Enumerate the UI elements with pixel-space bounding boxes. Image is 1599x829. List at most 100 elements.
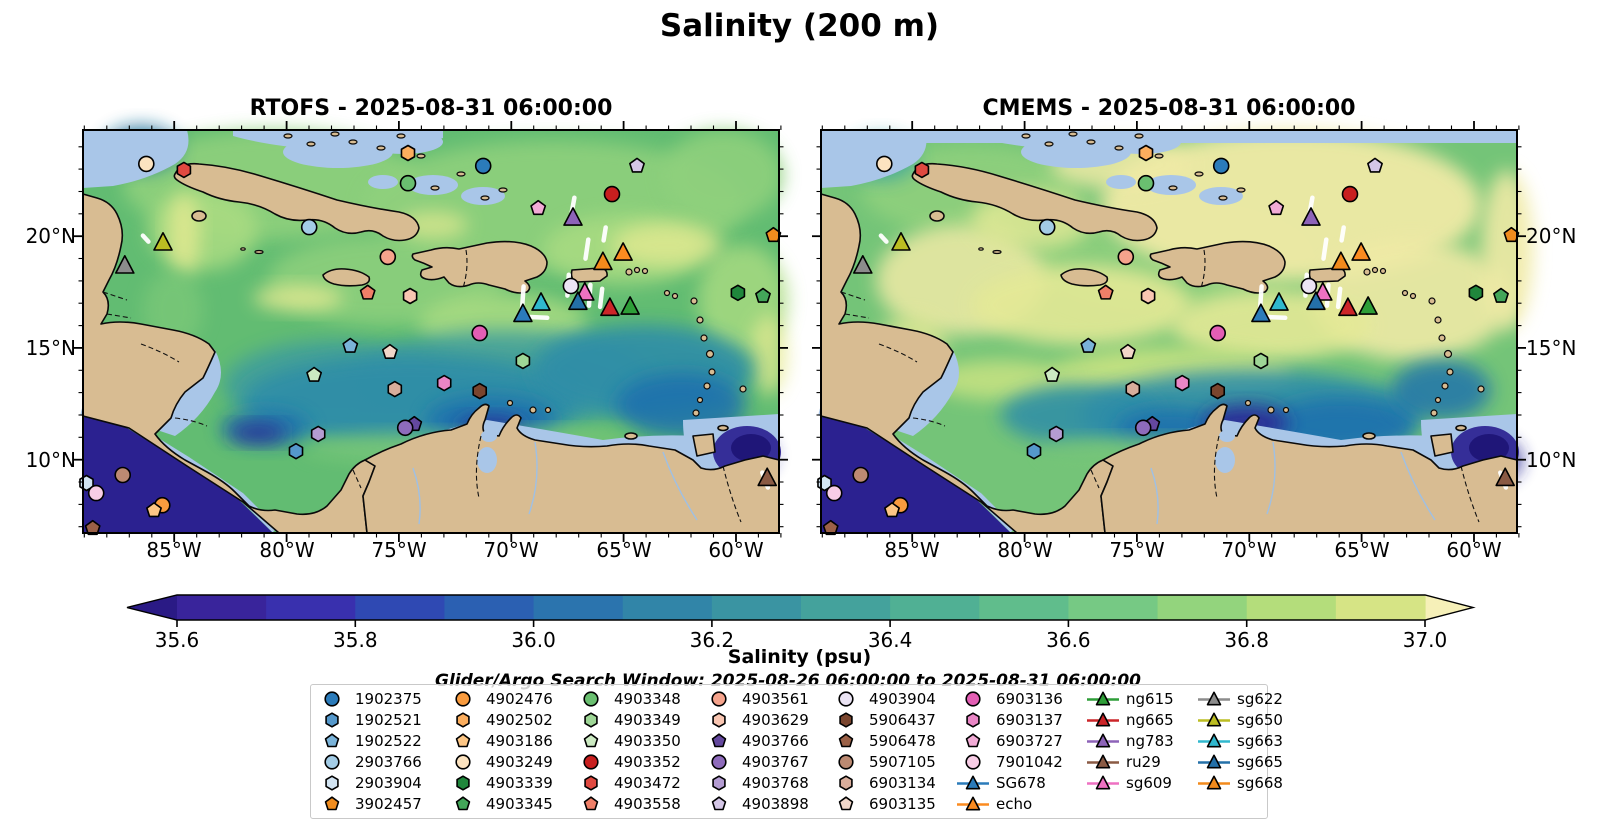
float-marker-4903249 [137, 155, 155, 173]
legend-entry-4903767: 4903767 [702, 751, 809, 772]
legend-label: 4903339 [486, 773, 553, 792]
legend-entry-4903339: 4903339 [446, 772, 553, 793]
legend-label: 4903348 [614, 689, 681, 708]
legend-entry-4903345: 4903345 [446, 793, 553, 814]
legend-entry-3902457: 3902457 [315, 793, 422, 814]
legend-column: sg622 sg650 sg663 sg665 sg668 [1197, 688, 1283, 793]
glider-marker-ng665 [600, 297, 620, 317]
legend-entry-ng783: ng783 [1086, 730, 1174, 751]
float-marker-6903135 [1119, 343, 1136, 359]
pentagon-legend-icon [965, 732, 981, 747]
glider-legend-icon [1087, 775, 1119, 789]
legend-column: ng615 ng665 ng783 ru29 sg609 [1086, 688, 1174, 793]
float-marker-4903629 [402, 287, 418, 305]
circle-legend-icon [838, 690, 854, 707]
circle-legend-icon [965, 753, 981, 770]
pentagon-legend-icon [583, 732, 599, 747]
legend-entry-2903766: 2903766 [315, 751, 422, 772]
lon-tick-label: 80°W [259, 538, 315, 562]
legend-entry-1902521: 1902521 [315, 709, 422, 730]
float-marker-4903345 [755, 287, 771, 303]
colorbar-tick-label: 35.8 [333, 628, 378, 652]
lat-tick-label: 20°N [25, 224, 76, 248]
colorbar-tick-label: 37.0 [1403, 628, 1448, 652]
lon-tick-label: 80°W [997, 538, 1053, 562]
hexagon-legend-icon [966, 711, 980, 728]
glider-legend-icon [1198, 712, 1230, 726]
panel-cmems-title: CMEMS - 2025-08-31 06:00:00 [982, 96, 1356, 121]
float-marker-4903558 [359, 284, 376, 300]
float-marker-4903339 [730, 284, 746, 302]
legend-label: sg650 [1237, 710, 1283, 729]
float-marker-1902522 [1080, 337, 1097, 353]
legend-entry-6903136: 6903136 [956, 688, 1063, 709]
pentagon-legend-icon [711, 732, 727, 747]
legend-label: 2903766 [355, 752, 422, 771]
float-marker-4903348 [1137, 174, 1155, 192]
glider-marker-echo [613, 242, 633, 261]
legend-label: 4903350 [614, 731, 681, 750]
float-marker-4903348 [399, 174, 417, 192]
legend-label: 4903345 [486, 794, 553, 813]
glider-marker-SG678 [513, 303, 533, 323]
circle-legend-icon [455, 753, 471, 770]
legend-column: 4902476 4902502 4903186 4903249 4903339 49033… [446, 688, 553, 814]
legend-label: 1902375 [355, 689, 422, 708]
glider-marker-ru29 [757, 467, 778, 487]
legend-label: 4902502 [486, 710, 553, 729]
map-canvas-rtofs [74, 121, 788, 542]
lon-tick-label: 85°W [884, 538, 940, 562]
float-marker-4903898 [629, 157, 645, 173]
legend-entry-4903472: 4903472 [574, 772, 681, 793]
float-marker-6903137 [436, 374, 452, 392]
float-marker-7901042 [87, 484, 105, 502]
legend-box: 1902375 1902521 1902522 2903766 2903904 39024… [310, 684, 1283, 819]
glider-legend-icon [1087, 733, 1119, 747]
lon-tick-label: 60°W [708, 538, 764, 562]
hexagon-legend-icon [456, 774, 470, 791]
lon-tick-label: 85°W [146, 538, 202, 562]
float-marker-5906437 [1210, 382, 1226, 400]
lat-tick-label: 15°N [25, 336, 76, 360]
glider-marker-sg668 [1331, 251, 1351, 271]
legend-entry-sg668: sg668 [1197, 772, 1283, 793]
float-marker-1902375 [474, 157, 492, 175]
figure-title: Salinity (200 m) [659, 8, 940, 44]
glider-marker-ng665 [1338, 297, 1358, 317]
legend-entry-5906478: 5906478 [829, 730, 936, 751]
legend-entry-4903249: 4903249 [446, 751, 553, 772]
float-marker-6903134 [387, 380, 403, 398]
legend-entry-4903766: 4903766 [702, 730, 809, 751]
float-marker-5906437 [472, 382, 488, 400]
legend-label: 4903898 [742, 794, 809, 813]
float-marker-4903350 [1044, 366, 1061, 382]
legend-entry-4903561: 4903561 [702, 688, 809, 709]
legend-entry-1902522: 1902522 [315, 730, 422, 751]
map-canvas-cmems [812, 121, 1533, 542]
glider-marker-SG678 [1251, 303, 1271, 323]
lat-tick-label: 15°N [1526, 336, 1577, 360]
pentagon-legend-icon [711, 795, 727, 810]
legend-label: sg665 [1237, 752, 1283, 771]
legend-label: ng665 [1126, 710, 1174, 729]
float-marker-7901042 [825, 484, 843, 502]
legend-entry-5907105: 5907105 [829, 751, 936, 772]
pentagon-legend-icon [583, 795, 599, 810]
float-marker-4903561 [379, 248, 397, 266]
float-marker-4902502 [400, 144, 416, 162]
legend-label: 4902476 [486, 689, 553, 708]
float-marker-2903766 [300, 218, 318, 236]
legend-entry-4903352: 4903352 [574, 751, 681, 772]
legend-label: 5906478 [869, 731, 936, 750]
float-marker-1902522 [342, 337, 359, 353]
lon-tick-label: 65°W [596, 538, 652, 562]
legend-label: 4903472 [614, 773, 681, 792]
legend-entry-sg663: sg663 [1197, 730, 1283, 751]
pentagon-legend-icon [324, 732, 340, 747]
legend-label: 2903904 [355, 773, 422, 792]
legend-label: sg663 [1237, 731, 1283, 750]
float-marker-6903134 [1125, 380, 1141, 398]
legend-label: 4903768 [742, 773, 809, 792]
legend-entry-4903349: 4903349 [574, 709, 681, 730]
